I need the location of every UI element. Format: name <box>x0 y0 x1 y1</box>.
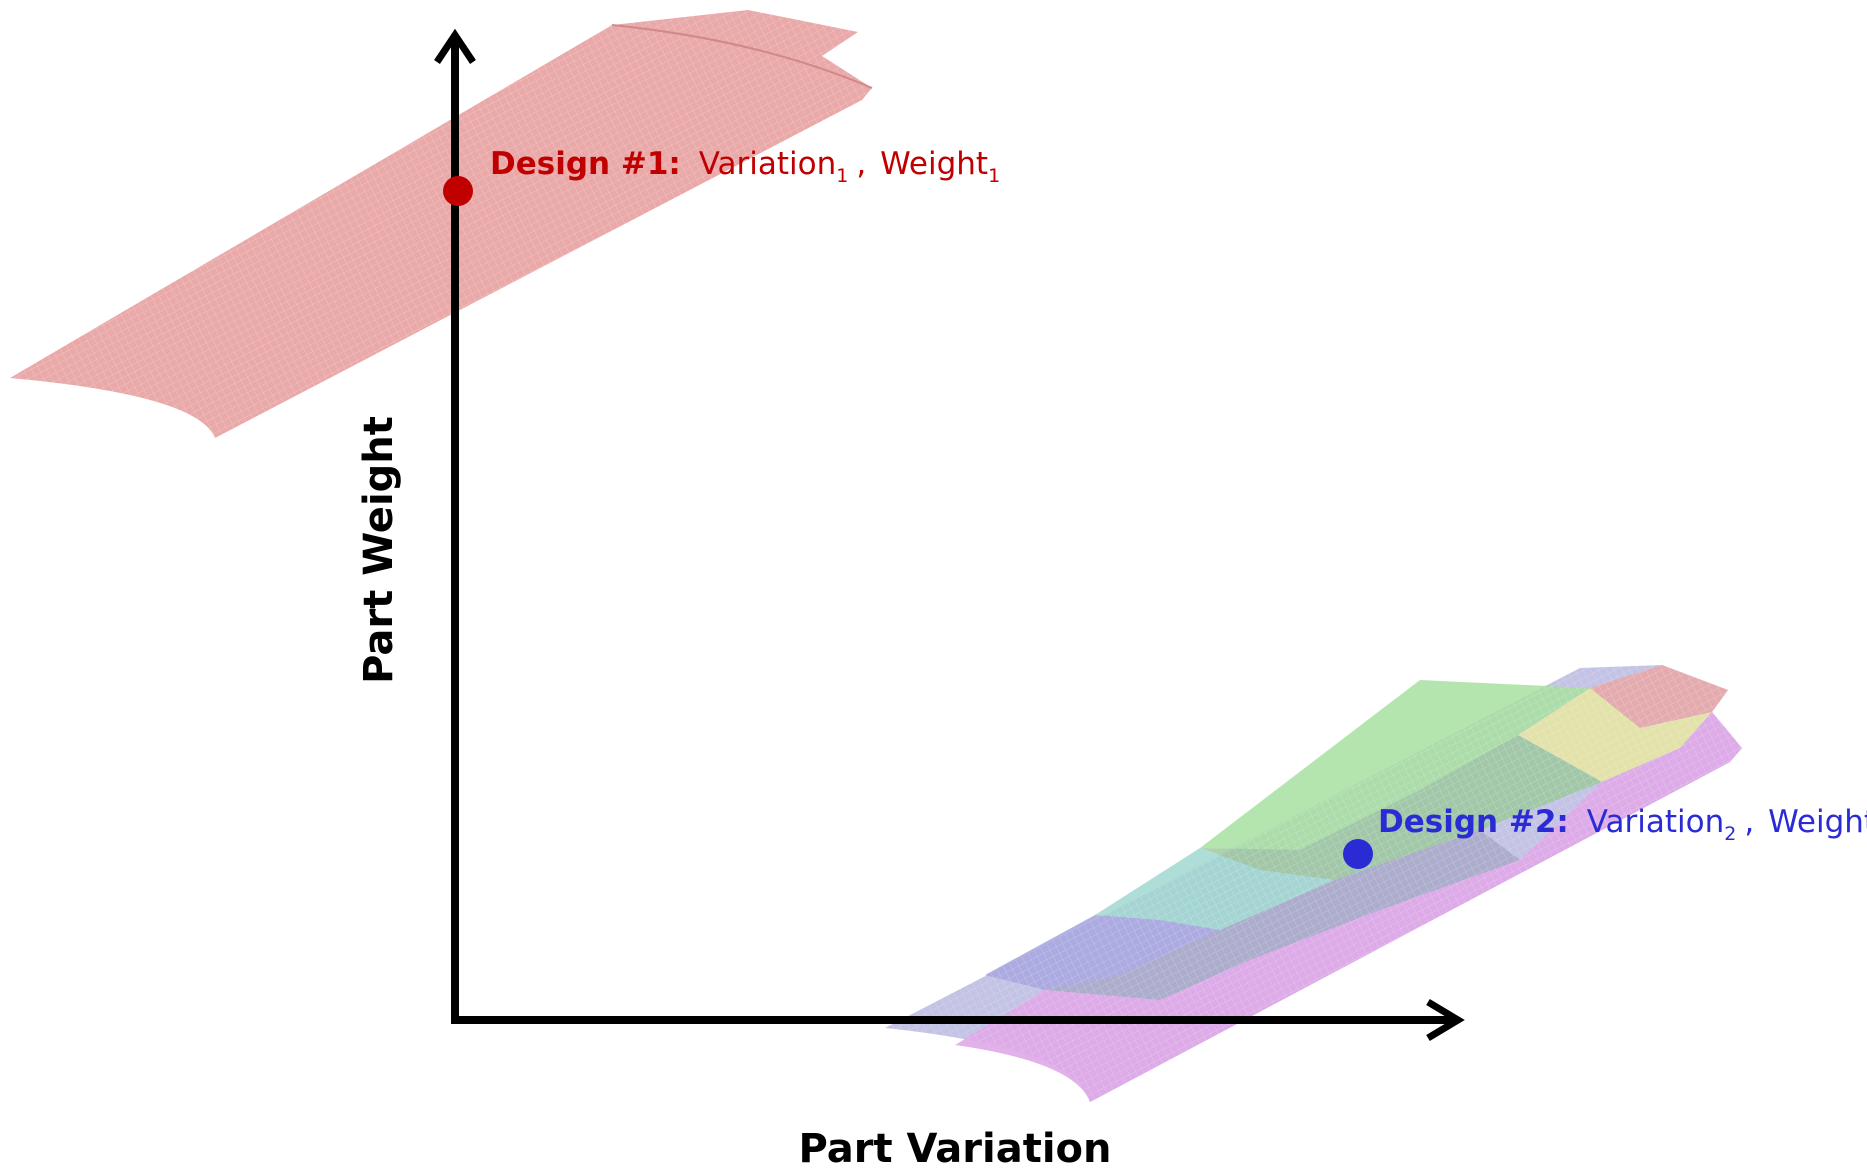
design-2-point <box>1343 839 1373 869</box>
design-1-title: Design #1: <box>490 146 681 182</box>
x-axis-arrowhead <box>1426 998 1465 1042</box>
design-2-separator: , <box>1744 804 1754 840</box>
design-1-label: Design #1: Variation1, Weight1 <box>490 146 1000 187</box>
design-2-title: Design #2: <box>1378 804 1569 840</box>
design-1-point <box>443 176 473 206</box>
design-1-variation-subscript: 1 <box>836 165 848 187</box>
design-1-weight: Weight <box>880 146 988 182</box>
design-2-variation-subscript: 2 <box>1724 823 1736 845</box>
design-2-wing-mesh <box>885 665 1742 1102</box>
design-2-weight: Weight <box>1768 804 1867 840</box>
design-1-wing-mesh <box>10 10 872 438</box>
design-1-weight-subscript: 1 <box>988 165 1000 187</box>
x-axis-label: Part Variation <box>799 1126 1112 1172</box>
design-2-wing-surface <box>885 665 1742 1102</box>
design-1-wing-surface <box>10 10 873 438</box>
design-1-wing-edge <box>611 24 873 89</box>
design-2-label: Design #2: Variation2, Weight2 <box>1378 804 1867 845</box>
design-1-separator: , <box>856 146 866 182</box>
y-axis-label: Part Weight <box>356 416 402 684</box>
design-1-variation: Variation <box>699 146 837 182</box>
y-axis-arrowhead <box>434 28 476 64</box>
design-2-variation: Variation <box>1587 804 1725 840</box>
